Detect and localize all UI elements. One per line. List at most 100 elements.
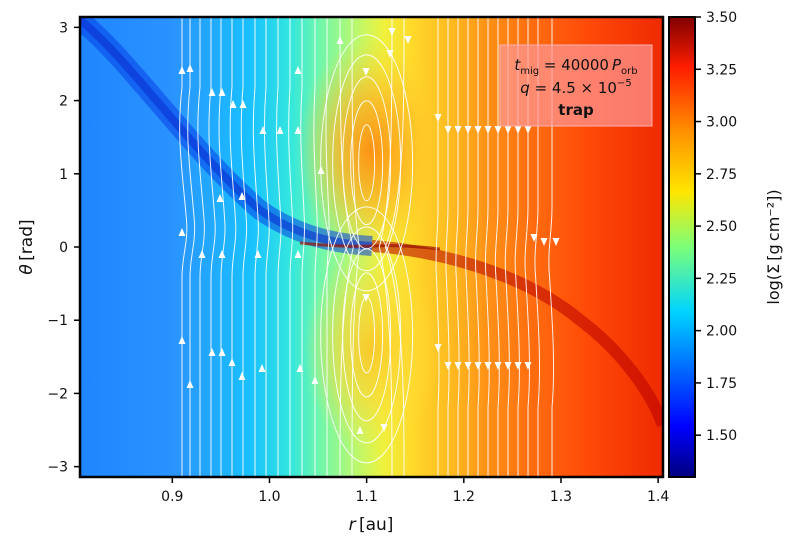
outer-wake: [371, 240, 663, 428]
streamline: [342, 76, 392, 250]
streamline-arrow: [404, 36, 412, 44]
streamline: [350, 100, 384, 226]
annotation-line2: q = 4.5 × 10−5: [520, 78, 631, 97]
y-tick-label: −3: [47, 460, 68, 476]
streamline-arrow: [317, 166, 325, 174]
colorbar-tick-label: 3.00: [706, 115, 737, 131]
streamline: [494, 17, 500, 477]
streamline-arrow: [178, 66, 186, 74]
horseshoe-overdensity-lower: [304, 248, 440, 452]
streamline: [320, 206, 414, 464]
colorbar-tick-label: 1.50: [706, 428, 737, 444]
streamline: [288, 17, 294, 477]
streamline: [358, 296, 376, 374]
colorbar: 1.50 1.75 2.00 2.25 2.50 2.75 3.00 3.25 3.50 log…: [668, 10, 783, 478]
streamline: [342, 248, 392, 422]
colorbar-tick-label: 3.25: [706, 62, 737, 78]
streamline-arrow: [454, 362, 462, 370]
streamline-arrow: [444, 126, 452, 134]
streamline: [378, 17, 393, 477]
x-axis-label: r [au]: [349, 515, 394, 535]
annotation-line1: tmig = 40000 Porb: [514, 56, 637, 77]
streamline-arrow: [294, 250, 302, 258]
streamline-arrow: [228, 358, 236, 366]
streamline: [218, 17, 226, 477]
streamline: [263, 17, 270, 477]
streamline-arrow: [464, 362, 472, 370]
horseshoe-overdensity-upper: [297, 38, 447, 262]
streamline-arrow: [178, 336, 186, 344]
streamline-arrow: [380, 424, 388, 432]
x-tick-label: 1.3: [550, 489, 572, 505]
streamline-arrow: [484, 362, 492, 370]
streamline-arrow: [514, 126, 522, 134]
streamline-arrow: [444, 362, 452, 370]
streamline: [435, 17, 440, 477]
colorbar-tick-label: 3.50: [706, 10, 737, 26]
streamline-arrow: [254, 250, 262, 258]
streamline-arrow: [540, 238, 548, 246]
streamline-arrow: [524, 126, 532, 134]
streamline: [300, 17, 306, 477]
streamline-arrow: [276, 126, 284, 134]
streamline-arrow: [504, 362, 512, 370]
streamline-arrow: [294, 126, 302, 134]
streamline-arrow: [259, 126, 267, 134]
streamline-arrow: [178, 228, 186, 236]
colorbar-tick-label: 2.75: [706, 167, 737, 183]
colorbar-frame: [668, 16, 696, 478]
streamline-arrow: [474, 362, 482, 370]
streamline: [197, 17, 205, 477]
streamline: [524, 17, 530, 477]
annotation-box: tmig = 40000 Porb q = 4.5 × 10−5 trap: [499, 44, 653, 127]
streamline: [187, 17, 196, 477]
streamline: [514, 17, 520, 477]
streamline-arrow: [386, 50, 394, 58]
streamline: [179, 17, 188, 477]
x-tick-label: 1.4: [647, 489, 669, 505]
streamlines: [178, 17, 560, 477]
streamline: [276, 17, 282, 477]
streamline-arrow: [218, 250, 226, 258]
streamline-arrow: [258, 364, 266, 372]
streamline: [445, 17, 450, 477]
colorbar-gradient: [669, 17, 695, 477]
streamline-arrow: [552, 238, 560, 246]
x-tick-label: 1.0: [258, 489, 280, 505]
streamline-arrow: [208, 88, 216, 96]
streamline-arrow: [198, 250, 206, 258]
streamline-arrow: [362, 294, 370, 302]
streamline: [504, 17, 510, 477]
x-tick-label: 1.2: [453, 489, 475, 505]
streamline-arrow: [362, 68, 370, 76]
colorbar-ticks: 1.50 1.75 2.00 2.25 2.50 2.75 3.00 3.25 3.50: [695, 10, 737, 444]
annotation-line3: trap: [558, 101, 594, 119]
streamline-arrow: [294, 66, 302, 74]
streamline: [320, 34, 414, 292]
streamline: [339, 17, 354, 477]
colorbar-tick-label: 2.25: [706, 271, 737, 287]
y-tick-label: 2: [59, 94, 68, 110]
x-tick-label: 1.1: [356, 489, 378, 505]
streamline-arrow: [484, 126, 492, 134]
streamline-arrow: [216, 194, 224, 202]
streamline-arrow: [514, 362, 522, 370]
streamline-arrow: [296, 364, 304, 372]
streamline: [208, 17, 216, 477]
x-axis: 0.9 1.0 1.1 1.2 1.3 1.4: [161, 477, 669, 505]
streamline: [240, 17, 248, 477]
streamline-arrow: [434, 344, 442, 352]
colorbar-tick-label: 1.75: [706, 376, 737, 392]
streamline: [313, 17, 318, 477]
streamline: [484, 17, 490, 477]
y-tick-label: 3: [59, 20, 68, 36]
streamline: [252, 17, 259, 477]
streamline-arrow: [434, 114, 442, 122]
streamline: [350, 272, 384, 398]
y-axis: 3 2 1 0 −1 −2 −3: [47, 20, 80, 476]
streamline-arrow: [239, 100, 247, 108]
streamline-arrow: [218, 348, 226, 356]
streamline: [465, 17, 470, 477]
streamline: [229, 17, 237, 477]
